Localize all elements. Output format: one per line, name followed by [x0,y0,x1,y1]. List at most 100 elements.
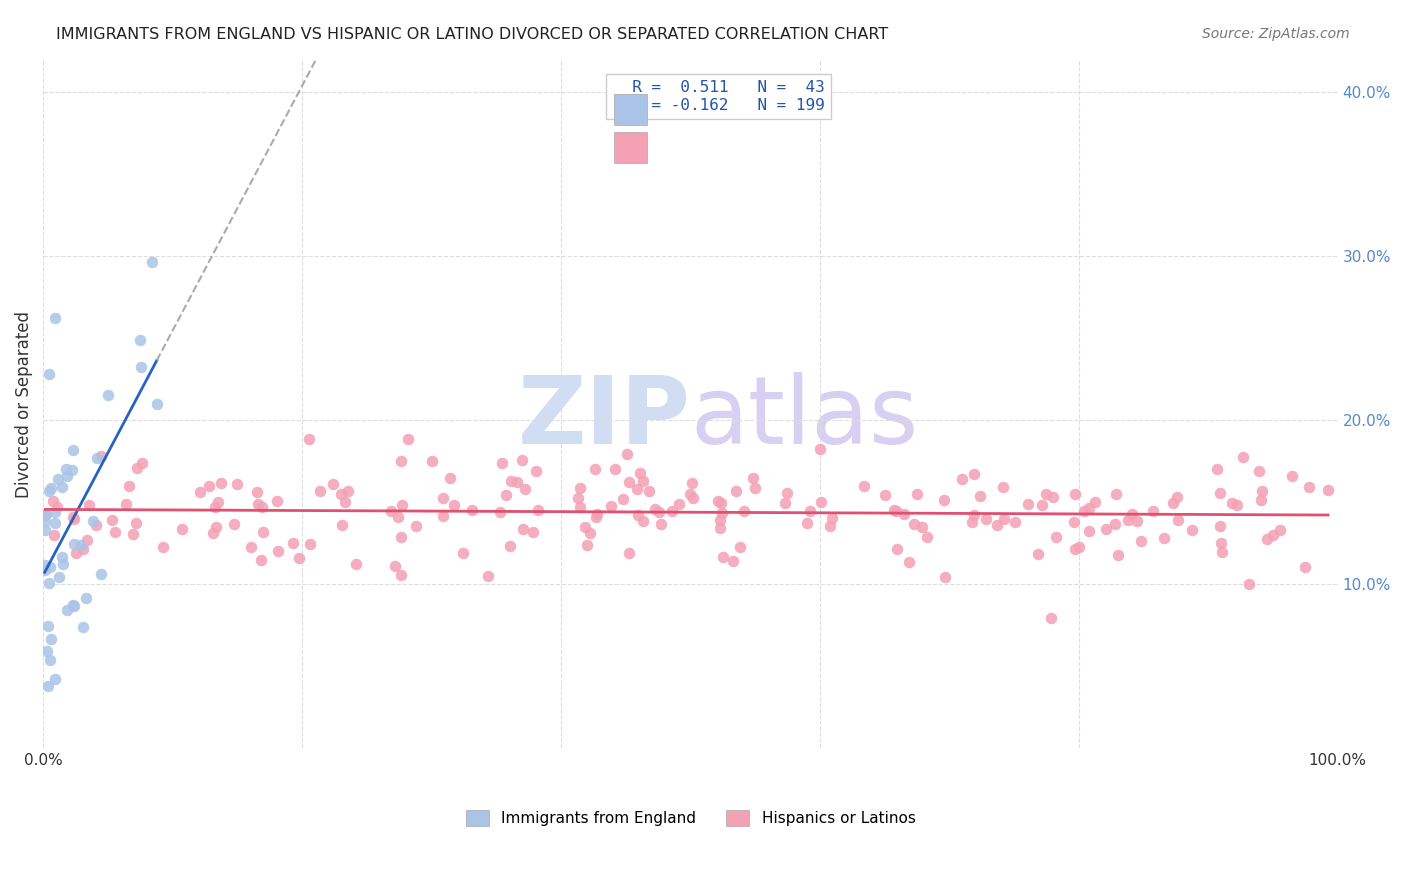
Point [1226,498,1249,512]
Point [1142,503,1164,517]
Point [711,549,734,564]
Point [146,397,169,411]
Point [63,512,86,526]
Point [131,456,153,470]
Point [711,507,734,521]
Point [34,507,56,521]
Point [1104,487,1126,501]
Point [893,507,915,521]
Point [1294,560,1316,574]
Point [512,522,534,536]
Point [44,310,66,325]
Point [202,526,225,541]
FancyBboxPatch shape [614,94,647,125]
Point [626,508,648,523]
Point [72,542,94,557]
Point [603,462,626,476]
Point [62,443,84,458]
Point [569,481,592,495]
Point [34,563,56,577]
Point [322,476,344,491]
Point [55,602,77,616]
Point [1247,464,1270,478]
Point [1281,469,1303,483]
Point [170,522,193,536]
Point [1073,504,1095,518]
Point [905,486,928,500]
Point [668,497,690,511]
Point [495,488,517,502]
Point [204,500,226,514]
Point [38,653,60,667]
Point [90,450,112,464]
Point [297,432,319,446]
Point [773,496,796,510]
Point [62,509,84,524]
Point [1063,516,1085,530]
Point [681,475,703,490]
Point [125,461,148,475]
Point [1209,519,1232,533]
Point [709,513,731,527]
Point [1104,516,1126,531]
Point [380,504,402,518]
Point [986,518,1008,533]
Point [188,484,211,499]
Point [344,558,367,572]
Point [724,483,747,498]
Point [911,520,934,534]
Point [1045,530,1067,544]
Point [34,508,56,522]
Point [72,620,94,634]
Point [129,360,152,375]
Point [65,546,87,560]
Point [384,558,406,573]
Point [46,472,69,486]
Point [1211,545,1233,559]
Point [1237,577,1260,591]
Point [125,516,148,531]
Point [650,517,672,532]
Point [56,469,79,483]
Point [1116,513,1139,527]
Point [506,475,529,489]
Y-axis label: Divorced or Separated: Divorced or Separated [15,310,32,498]
Point [626,482,648,496]
Point [250,553,273,567]
Point [55,462,77,476]
Point [62,598,84,612]
Point [288,551,311,566]
Point [39,632,62,647]
Point [963,467,986,481]
Point [267,543,290,558]
Point [679,487,702,501]
Point [499,539,522,553]
Point [776,486,799,500]
Point [114,497,136,511]
Point [1209,536,1232,550]
Point [934,570,956,584]
Point [239,540,262,554]
Point [969,489,991,503]
Point [873,488,896,502]
Point [510,453,533,467]
Point [583,462,606,476]
Point [744,481,766,495]
Point [432,491,454,505]
Point [574,519,596,533]
Point [1250,493,1272,508]
Point [391,498,413,512]
Point [617,546,640,560]
Point [1121,507,1143,521]
Point [252,524,274,539]
Point [69,538,91,552]
Point [710,496,733,510]
Point [38,576,60,591]
Point [682,491,704,505]
Point [515,483,537,497]
Point [198,479,221,493]
Point [631,475,654,489]
Point [1063,486,1085,500]
Point [974,511,997,525]
Point [82,514,104,528]
